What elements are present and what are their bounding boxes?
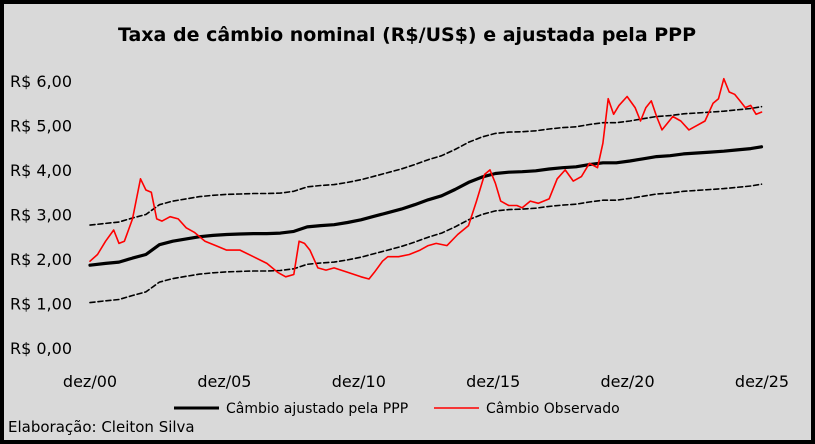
y-tick-label: R$ 3,00 — [10, 205, 72, 224]
x-tick-label: dez/10 — [332, 372, 386, 391]
y-tick-label: R$ 5,00 — [10, 116, 72, 135]
y-tick-label: R$ 6,00 — [10, 72, 72, 91]
credit-text: Elaboração: Cleiton Silva — [8, 418, 195, 436]
x-tick-label: dez/20 — [601, 372, 655, 391]
plot-area — [88, 77, 764, 304]
x-tick-label: dez/25 — [735, 372, 789, 391]
legend: Câmbio ajustado pela PPP Câmbio Observad… — [174, 401, 620, 417]
y-tick-label: R$ 1,00 — [10, 294, 72, 313]
x-tick-label: dez/15 — [466, 372, 520, 391]
series-line-lower-band — [89, 183, 763, 304]
y-tick-label: R$ 4,00 — [10, 161, 72, 180]
series-line-upper-band — [89, 105, 763, 226]
series-line-ppp — [88, 145, 764, 267]
series-line-observado — [89, 77, 763, 280]
y-tick-label: R$ 2,00 — [10, 250, 72, 269]
x-axis: dez/00 dez/05 dez/10 dez/15 dez/20 dez/25 — [63, 372, 789, 391]
x-tick-label: dez/00 — [63, 372, 117, 391]
legend-label-ppp: Câmbio ajustado pela PPP — [226, 401, 408, 417]
chart-frame: Taxa de câmbio nominal (R$/US$) e ajusta… — [4, 4, 811, 440]
x-tick-label: dez/05 — [197, 372, 251, 391]
chart: Taxa de câmbio nominal (R$/US$) e ajusta… — [8, 24, 789, 436]
y-tick-label: R$ 0,00 — [10, 339, 72, 358]
y-axis: R$ 0,00 R$ 1,00 R$ 2,00 R$ 3,00 R$ 4,00 R$ 5,… — [10, 72, 72, 358]
chart-title: Taxa de câmbio nominal (R$/US$) e ajusta… — [118, 24, 696, 46]
legend-label-observado: Câmbio Observado — [486, 401, 620, 417]
